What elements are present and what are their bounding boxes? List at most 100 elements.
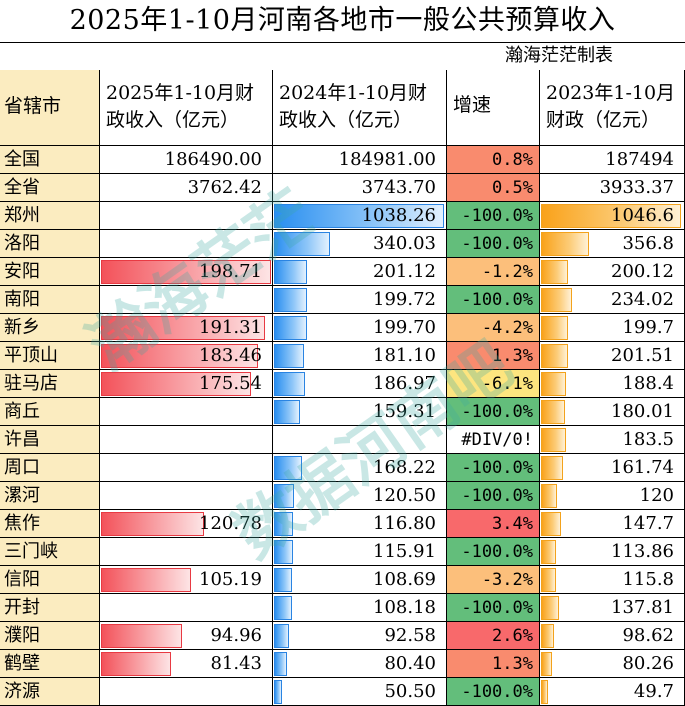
- cell-region[interactable]: 漯河: [0, 482, 100, 510]
- cell-rev2025[interactable]: [100, 286, 273, 314]
- cell-rev2025[interactable]: 81.43: [100, 650, 273, 678]
- cell-rev2024[interactable]: 50.50: [273, 678, 447, 706]
- cell-rev2024[interactable]: 199.72: [273, 286, 447, 314]
- cell-rev2024[interactable]: 199.70: [273, 314, 447, 342]
- cell-growth[interactable]: 3.4%: [447, 510, 540, 538]
- cell-growth[interactable]: -100.0%: [447, 538, 540, 566]
- cell-rev2025[interactable]: [100, 398, 273, 426]
- cell-region[interactable]: 平顶山: [0, 342, 100, 370]
- cell-rev2025[interactable]: [100, 230, 273, 258]
- cell-rev2023[interactable]: 98.62: [540, 622, 685, 650]
- header-growth[interactable]: 增速: [447, 70, 540, 146]
- cell-rev2024[interactable]: 340.03: [273, 230, 447, 258]
- cell-region[interactable]: 郑州: [0, 202, 100, 230]
- cell-growth[interactable]: -100.0%: [447, 678, 540, 706]
- cell-rev2024[interactable]: 168.22: [273, 454, 447, 482]
- cell-rev2024[interactable]: 108.69: [273, 566, 447, 594]
- header-rev2023[interactable]: 2023年1-10月 财政（亿元）: [540, 70, 685, 146]
- cell-growth[interactable]: -100.0%: [447, 286, 540, 314]
- cell-growth[interactable]: 1.3%: [447, 342, 540, 370]
- cell-growth[interactable]: -1.2%: [447, 258, 540, 286]
- cell-rev2023[interactable]: 187494: [540, 146, 685, 174]
- cell-growth[interactable]: -100.0%: [447, 398, 540, 426]
- cell-region[interactable]: 洛阳: [0, 230, 100, 258]
- cell-rev2025[interactable]: [100, 538, 273, 566]
- cell-rev2024[interactable]: 1038.26: [273, 202, 447, 230]
- cell-growth[interactable]: 1.3%: [447, 650, 540, 678]
- cell-rev2023[interactable]: 80.26: [540, 650, 685, 678]
- cell-rev2023[interactable]: 201.51: [540, 342, 685, 370]
- cell-rev2024[interactable]: 115.91: [273, 538, 447, 566]
- cell-region[interactable]: 濮阳: [0, 622, 100, 650]
- cell-rev2023[interactable]: 120: [540, 482, 685, 510]
- cell-rev2023[interactable]: 356.8: [540, 230, 685, 258]
- cell-rev2025[interactable]: 120.78: [100, 510, 273, 538]
- cell-region[interactable]: 商丘: [0, 398, 100, 426]
- cell-rev2023[interactable]: 180.01: [540, 398, 685, 426]
- cell-growth[interactable]: -3.2%: [447, 566, 540, 594]
- cell-growth[interactable]: -100.0%: [447, 482, 540, 510]
- cell-region[interactable]: 新乡: [0, 314, 100, 342]
- cell-rev2025[interactable]: 191.31: [100, 314, 273, 342]
- cell-rev2023[interactable]: 137.81: [540, 594, 685, 622]
- cell-region[interactable]: 信阳: [0, 566, 100, 594]
- cell-rev2024[interactable]: [273, 426, 447, 454]
- cell-region[interactable]: 南阳: [0, 286, 100, 314]
- cell-growth[interactable]: -100.0%: [447, 202, 540, 230]
- cell-rev2025[interactable]: [100, 426, 273, 454]
- cell-rev2023[interactable]: 113.86: [540, 538, 685, 566]
- cell-rev2024[interactable]: 120.50: [273, 482, 447, 510]
- cell-region[interactable]: 三门峡: [0, 538, 100, 566]
- cell-rev2025[interactable]: [100, 454, 273, 482]
- cell-rev2025[interactable]: [100, 202, 273, 230]
- cell-rev2024[interactable]: 159.31: [273, 398, 447, 426]
- cell-rev2023[interactable]: 200.12: [540, 258, 685, 286]
- cell-region[interactable]: 济源: [0, 678, 100, 706]
- cell-growth[interactable]: 0.5%: [447, 174, 540, 202]
- cell-rev2024[interactable]: 116.80: [273, 510, 447, 538]
- cell-rev2025[interactable]: 105.19: [100, 566, 273, 594]
- cell-rev2025[interactable]: [100, 482, 273, 510]
- cell-growth[interactable]: -100.0%: [447, 230, 540, 258]
- cell-rev2024[interactable]: 186.97: [273, 370, 447, 398]
- cell-rev2024[interactable]: 108.18: [273, 594, 447, 622]
- cell-rev2023[interactable]: 188.4: [540, 370, 685, 398]
- cell-region[interactable]: 安阳: [0, 258, 100, 286]
- cell-region[interactable]: 焦作: [0, 510, 100, 538]
- cell-region[interactable]: 全省: [0, 174, 100, 202]
- header-region[interactable]: 省辖市: [0, 70, 100, 146]
- cell-rev2023[interactable]: 49.7: [540, 678, 685, 706]
- cell-growth[interactable]: -100.0%: [447, 454, 540, 482]
- cell-growth[interactable]: 2.6%: [447, 622, 540, 650]
- cell-region[interactable]: 周口: [0, 454, 100, 482]
- cell-region[interactable]: 许昌: [0, 426, 100, 454]
- cell-rev2025[interactable]: [100, 594, 273, 622]
- header-rev2024[interactable]: 2024年1-10月财 政收入（亿元）: [273, 70, 447, 146]
- cell-growth[interactable]: 0.8%: [447, 146, 540, 174]
- cell-region[interactable]: 全国: [0, 146, 100, 174]
- cell-region[interactable]: 驻马店: [0, 370, 100, 398]
- cell-rev2024[interactable]: 3743.70: [273, 174, 447, 202]
- cell-rev2025[interactable]: 186490.00: [100, 146, 273, 174]
- cell-rev2023[interactable]: 115.8: [540, 566, 685, 594]
- cell-rev2025[interactable]: 3762.42: [100, 174, 273, 202]
- cell-rev2025[interactable]: [100, 678, 273, 706]
- cell-rev2023[interactable]: 3933.37: [540, 174, 685, 202]
- cell-region[interactable]: 开封: [0, 594, 100, 622]
- cell-rev2023[interactable]: 147.7: [540, 510, 685, 538]
- cell-rev2024[interactable]: 184981.00: [273, 146, 447, 174]
- cell-growth[interactable]: -4.2%: [447, 314, 540, 342]
- cell-region[interactable]: 鹤壁: [0, 650, 100, 678]
- cell-rev2024[interactable]: 201.12: [273, 258, 447, 286]
- cell-rev2023[interactable]: 199.7: [540, 314, 685, 342]
- cell-rev2025[interactable]: 94.96: [100, 622, 273, 650]
- cell-rev2025[interactable]: 175.54: [100, 370, 273, 398]
- cell-rev2023[interactable]: 183.5: [540, 426, 685, 454]
- cell-rev2023[interactable]: 234.02: [540, 286, 685, 314]
- cell-rev2025[interactable]: 198.71: [100, 258, 273, 286]
- cell-rev2025[interactable]: 183.46: [100, 342, 273, 370]
- cell-rev2023[interactable]: 1046.6: [540, 202, 685, 230]
- cell-growth[interactable]: #DIV/0!: [447, 426, 540, 454]
- cell-growth[interactable]: -100.0%: [447, 594, 540, 622]
- cell-rev2024[interactable]: 181.10: [273, 342, 447, 370]
